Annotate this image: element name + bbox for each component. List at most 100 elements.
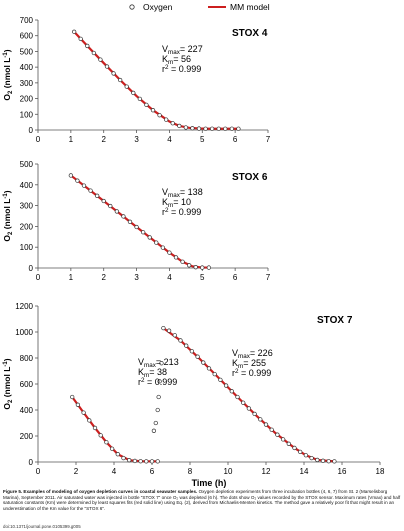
panel-label: STOX 4 (232, 28, 268, 39)
oxygen-point (161, 325, 166, 331)
x-tick-label: 4 (167, 273, 172, 282)
oxygen-point (94, 193, 100, 198)
oxygen-point (315, 457, 320, 463)
panel-stox-4: 0 100 200 300 400 500 600 700 0 1 2 3 4 5 6 7 O2 (nmol L… (2, 16, 271, 144)
vmax-annotation: Vmax= 226 (232, 348, 273, 360)
oxygen-point (150, 108, 156, 113)
oxygen-point (149, 459, 155, 464)
y-tick-label: 200 (20, 432, 34, 441)
y-tick-label: 400 (20, 181, 34, 190)
x-tick-label: 0 (36, 135, 41, 144)
oxygen-point (212, 371, 217, 377)
km-annotation: Km= 10 (162, 197, 191, 209)
x-tick-label: 3 (134, 135, 139, 144)
oxygen-point (160, 245, 166, 250)
oxygen-point (155, 459, 160, 464)
oxygen-point (229, 126, 235, 131)
vmax-annotation: Vmax= 213 (138, 357, 179, 369)
oxygen-point (70, 394, 75, 400)
x-tick-label: 16 (338, 467, 347, 476)
oxygen-point (157, 379, 162, 384)
oxygen-point (263, 422, 269, 427)
figure-doi: doi:10.1371/journal.pone.0105399.g005 (3, 524, 81, 529)
oxygen-point (134, 224, 139, 230)
y-tick-label: 300 (20, 202, 34, 211)
oxygen-point (269, 427, 274, 432)
y-tick-label: 600 (20, 380, 34, 389)
figure-caption: Figure 5. Examples of modeling of oxygen… (3, 489, 401, 511)
x-tick-label: 6 (150, 467, 155, 476)
y-tick-label: 500 (20, 160, 34, 169)
oxygen-point (124, 84, 129, 89)
x-axis-label: Time (h) (192, 478, 227, 488)
oxygen-point (71, 29, 77, 34)
r2-annotation: r2 = 0.999 (162, 207, 201, 217)
oxygen-point (170, 121, 175, 126)
y-tick-label: 700 (20, 16, 34, 25)
panel-stox-6: 0 100 200 300 400 500 0 1 2 3 4 5 6 7 O2 (nmol L-1) STO… (2, 160, 271, 282)
vmax-annotation: Vmax= 227 (162, 44, 203, 56)
legend-oxygen-label: Oxygen (143, 2, 173, 12)
oxygen-point (151, 428, 157, 433)
oxygen-point (98, 57, 103, 62)
oxygen-point (216, 126, 221, 131)
oxygen-point (280, 437, 286, 442)
y-tick-label: 0 (29, 458, 34, 467)
x-tick-label: 7 (266, 273, 271, 282)
oxygen-point (153, 420, 158, 426)
oxygen-point (159, 361, 164, 366)
oxygen-point (326, 459, 331, 464)
panel-label: STOX 6 (232, 172, 268, 183)
x-tick-label: 2 (101, 135, 106, 144)
oxygen-point (167, 250, 172, 255)
oxygen-point (127, 219, 133, 224)
oxygen-point (121, 214, 126, 219)
oxygen-point (157, 113, 162, 118)
oxygen-point (78, 36, 83, 42)
y-tick-label: 400 (20, 63, 34, 72)
oxygen-point (206, 265, 212, 270)
x-tick-label: 0 (36, 467, 41, 476)
oxygen-point (155, 407, 160, 413)
x-tick-label: 4 (112, 467, 117, 476)
oxygen-point (236, 126, 241, 131)
oxygen-point (98, 433, 103, 438)
caption-label: Figure 5. Examples of modeling of oxygen… (3, 489, 198, 494)
oxygen-point (332, 459, 337, 464)
y-tick-label: 1000 (15, 328, 33, 337)
oxygen-point (75, 402, 81, 407)
oxygen-point (156, 394, 161, 400)
legend-oxygen-marker (129, 4, 135, 10)
legend-model-label: MM model (230, 2, 270, 12)
oxygen-point (320, 458, 326, 463)
panel-stox-7: 0 200 400 600 800 1000 1200 0 2 4 6 8 10 12 14 16 18 O2 (… (2, 302, 385, 488)
oxygen-point (68, 173, 74, 178)
oxygen-point (180, 259, 185, 264)
x-tick-label: 3 (134, 273, 139, 282)
y-tick-label: 300 (20, 79, 34, 88)
model-line (73, 31, 239, 130)
oxygen-point (241, 400, 246, 405)
r2-annotation: r2 = 0.999 (162, 64, 201, 74)
oxygen-point (200, 265, 205, 270)
oxygen-point (166, 328, 172, 333)
x-tick-label: 5 (200, 273, 205, 282)
vmax-annotation: Vmax= 138 (162, 187, 203, 199)
oxygen-point (218, 377, 223, 382)
oxygen-point (104, 64, 110, 69)
oxygen-point (114, 209, 120, 214)
x-tick-label: 0 (36, 273, 41, 282)
oxygen-point (144, 459, 149, 464)
oxygen-point (101, 198, 106, 204)
oxygen-point (85, 43, 90, 49)
legend: Oxygen MM model (129, 2, 270, 12)
oxygen-point (92, 425, 98, 431)
km-annotation: Km= 56 (162, 54, 191, 66)
oxygen-point (111, 71, 116, 76)
y-tick-label: 600 (20, 32, 34, 41)
km-annotation: Km= 38 (138, 367, 167, 379)
oxygen-point (127, 458, 132, 463)
oxygen-point (190, 126, 195, 131)
x-tick-label: 4 (167, 135, 172, 144)
y-tick-label: 0 (29, 264, 34, 273)
